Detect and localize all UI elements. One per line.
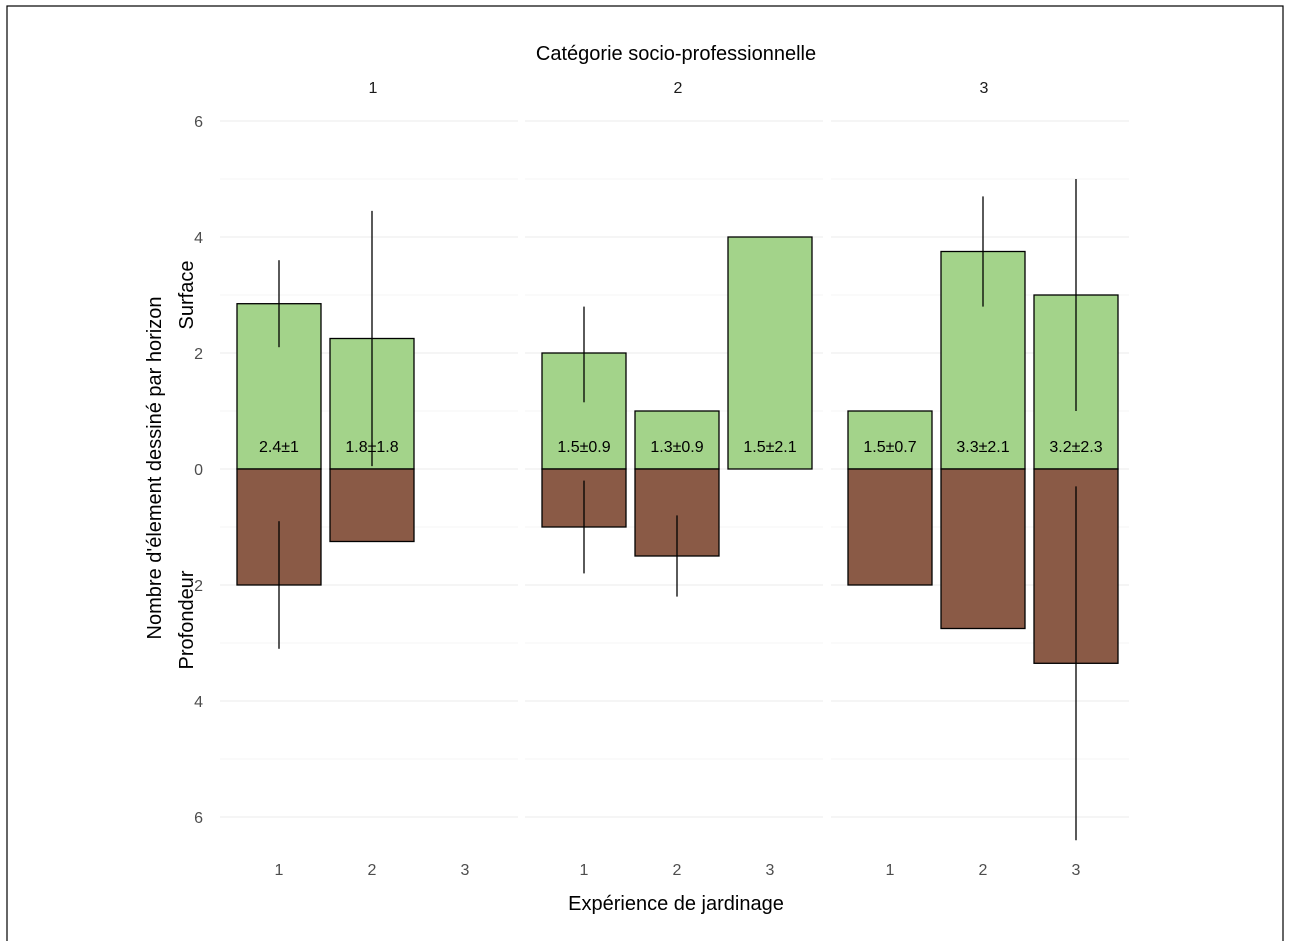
facet-title: Catégorie socio-professionnelle — [536, 43, 816, 65]
x-tick-label: 3 — [1072, 862, 1081, 879]
plot-frame — [6, 5, 1284, 941]
x-tick-label: 2 — [673, 862, 682, 879]
x-axis-title: Expérience de jardinage — [568, 893, 784, 915]
bar-value-label: 1.3±0.9 — [650, 439, 703, 456]
bar-profondeur — [329, 468, 415, 543]
y-tick-label: 2 — [194, 346, 203, 363]
y-axis-label-profondeur: Profondeur — [176, 570, 198, 669]
y-tick-label: 2 — [194, 578, 203, 595]
bar-value-label: 1.8±1.8 — [345, 439, 398, 456]
y-tick-label: 4 — [194, 694, 203, 711]
y-axis-title: Nombre d'élement dessiné par horizon — [144, 297, 166, 640]
bar-profondeur — [940, 468, 1026, 630]
panel-strip-label: 1 — [369, 80, 378, 97]
y-axis-label-surface: Surface — [176, 261, 198, 330]
x-tick-label: 1 — [886, 862, 895, 879]
y-tick-label: 4 — [194, 230, 203, 247]
x-tick-label: 1 — [580, 862, 589, 879]
y-tick-label: 6 — [194, 114, 203, 131]
error-bars — [278, 179, 1077, 841]
bar-profondeur — [847, 468, 933, 586]
bar-surface — [847, 410, 933, 470]
x-tick-label: 2 — [368, 862, 377, 879]
x-tick-label: 3 — [461, 862, 470, 879]
x-tick-label: 3 — [766, 862, 775, 879]
panel-strip-label: 2 — [674, 80, 683, 97]
axis-ticks: 6 4 2 0 2 4 6 1 1 2 3 2 1 2 3 3 1 2 3 — [194, 80, 1080, 879]
bar-value-label: 1.5±0.9 — [557, 439, 610, 456]
x-tick-label: 2 — [979, 862, 988, 879]
bar-value-label: 3.2±2.3 — [1049, 439, 1102, 456]
bar-value-label: 1.5±2.1 — [743, 439, 796, 456]
bar-value-label: 1.5±0.7 — [863, 439, 916, 456]
y-tick-label: 6 — [194, 810, 203, 827]
y-tick-label: 0 — [194, 462, 203, 479]
panel-strip-label: 3 — [980, 80, 989, 97]
bar-value-label: 3.3±2.1 — [956, 439, 1009, 456]
bar-surface — [634, 410, 720, 470]
bar-value-label: 2.4±1 — [259, 439, 299, 456]
bar-surface — [727, 236, 813, 470]
data-labels: 2.4±1 1.8±1.8 1.5±0.9 1.3±0.9 1.5±2.1 1.5±0.7… — [259, 439, 1103, 456]
x-tick-label: 1 — [275, 862, 284, 879]
